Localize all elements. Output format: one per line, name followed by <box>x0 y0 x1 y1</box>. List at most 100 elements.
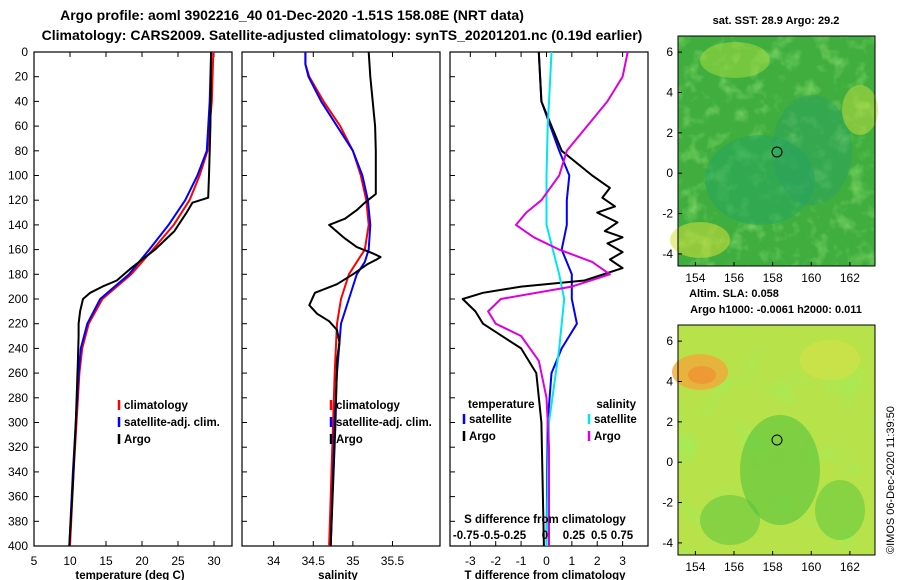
s-tick-label: -0.5 <box>480 530 500 542</box>
y-tick-label: 320 <box>8 440 28 454</box>
sla-argo-location-marker <box>771 434 783 446</box>
x-tick-label: 35 <box>346 554 360 568</box>
imos-watermark: ©IMOS 06-Dec-2020 11:39:50 <box>885 406 897 554</box>
x-tick-label: -1 <box>516 554 527 568</box>
series-line-salinity-satellite <box>545 51 566 547</box>
map-lat-label: -4 <box>662 536 673 550</box>
s-tick-label: -0.25 <box>500 530 527 542</box>
legend-temperature-title: temperature <box>468 399 534 411</box>
title-line-1: Argo profile: aoml 3902216_40 01-Dec-202… <box>60 7 524 23</box>
y-tick-label: 260 <box>8 366 28 380</box>
salinity-panel: 34 34.5 35 35.5 salinity climatology satell… <box>241 51 441 580</box>
sst-argo-location-marker <box>771 146 783 158</box>
y-tick-label: 220 <box>8 317 28 331</box>
sst-map-title: sat. SST: 28.9 Argo: 29.2 <box>713 15 840 27</box>
x-tick-label: 15 <box>99 554 113 568</box>
title-line-2: Climatology: CARS2009. Satellite-adjuste… <box>42 27 643 43</box>
s-tick-label: 0.25 <box>563 530 586 542</box>
x-tick-label: 2 <box>594 554 601 568</box>
y-tick-label: 360 <box>8 490 28 504</box>
x-tick-label: 1 <box>569 554 576 568</box>
map-lat-label: 4 <box>666 374 673 388</box>
map-lat-label: -2 <box>662 207 673 221</box>
legend-argo: Argo <box>124 434 151 446</box>
s-tick-label: 0.75 <box>611 530 634 542</box>
y-tick-label: 400 <box>8 539 28 553</box>
temperature-panel: 0 20 40 60 80 100 120 140 160 180 200 220 240 260 280 3… <box>8 45 233 580</box>
y-tick-label: 40 <box>15 94 29 108</box>
legend-satellite-adj-2: satellite-adj. clim. <box>336 417 432 429</box>
legend-argo-2: Argo <box>336 434 363 446</box>
series-line-salinity-argo <box>487 51 629 546</box>
x-tick-label: 3 <box>619 554 626 568</box>
y-tick-label: 240 <box>8 341 28 355</box>
temperature-legend: climatology satellite-adj. clim. Argo <box>117 400 220 446</box>
series-line-climatology <box>304 52 370 547</box>
map-lon-label: 162 <box>840 271 860 285</box>
map-lon-label: 156 <box>724 271 744 285</box>
s-tick-label: -0.75 <box>453 530 480 542</box>
legend-satellite-adj: satellite-adj. clim. <box>124 417 220 429</box>
map-lat-label: -4 <box>662 247 673 261</box>
y-tick-label: 100 <box>8 169 28 183</box>
map-lat-label: 0 <box>666 166 673 180</box>
temperature-xlabel: temperature (deg C) <box>75 570 184 580</box>
sla-map-title-2: Argo h1000: -0.0061 h2000: 0.011 <box>690 304 862 316</box>
salinity-legend: climatology satellite-adj. clim. Argo <box>329 400 432 446</box>
series-line-temperature-argo <box>461 51 624 547</box>
y-tick-label: 80 <box>15 144 29 158</box>
y-tick-label: 300 <box>8 416 28 430</box>
map-lat-label: 2 <box>666 415 673 429</box>
y-tick-label: 160 <box>8 243 28 257</box>
y-tick-label: 200 <box>8 292 28 306</box>
x-tick-label: 10 <box>63 554 77 568</box>
map-lon-label: 160 <box>801 271 821 285</box>
map-lon-label: 158 <box>763 560 783 574</box>
y-tick-label: 120 <box>8 193 28 207</box>
legend-salinity-title: salinity <box>596 399 636 411</box>
map-lat-label: -2 <box>662 496 673 510</box>
s-tick-label: 0.5 <box>591 530 608 542</box>
legend-climatology: climatology <box>124 400 189 412</box>
x-tick-label: 34.5 <box>302 554 326 568</box>
x-tick-label: 5 <box>31 554 38 568</box>
difference-panel: -3 -2 -1 0 1 2 3 T difference from climatology… <box>449 51 649 580</box>
y-tick-label: 140 <box>8 218 28 232</box>
sla-map: Altim. SLA: 0.058 Argo h1000: -0.0061 h2… <box>662 288 876 574</box>
legend-t-argo: Argo <box>469 431 496 443</box>
map-lat-label: 0 <box>666 455 673 469</box>
legend-t-satellite: satellite <box>469 414 512 426</box>
y-tick-label: 0 <box>21 45 28 59</box>
sst-map: sat. SST: 28.9 Argo: 29.2 154 156 158 160 16… <box>662 15 878 285</box>
map-lon-label: 156 <box>724 560 744 574</box>
series-line-temperature-satellite <box>537 51 578 547</box>
x-tick-label: 35.5 <box>381 554 405 568</box>
x-tick-label: 30 <box>207 554 221 568</box>
x-tick-label: -3 <box>465 554 476 568</box>
map-lat-label: 2 <box>666 126 673 140</box>
map-lat-label: 4 <box>666 85 673 99</box>
x-tick-label: 20 <box>135 554 149 568</box>
series-line-argo <box>308 51 382 547</box>
y-tick-label: 180 <box>8 267 28 281</box>
series-line-argo <box>68 51 213 547</box>
sla-map-title-1: Altim. SLA: 0.058 <box>689 288 779 300</box>
map-lon-label: 154 <box>685 271 705 285</box>
map-lon-label: 160 <box>801 560 821 574</box>
legend-s-satellite: satellite <box>594 414 637 426</box>
legend-climatology-2: climatology <box>336 400 401 412</box>
temperature-plot-frame <box>33 51 233 547</box>
x-tick-label: 0 <box>543 554 550 568</box>
difference-legend: temperature satellite Argo salinity sate… <box>462 399 637 443</box>
y-tick-label: 20 <box>15 70 29 84</box>
map-lon-label: 162 <box>840 560 860 574</box>
s-difference-title: S difference from climatology <box>464 514 626 526</box>
map-lat-label: 6 <box>666 45 673 59</box>
x-tick-label: 25 <box>171 554 185 568</box>
y-tick-label: 340 <box>8 465 28 479</box>
map-lat-label: 6 <box>666 334 673 348</box>
s-tick-label: 0 <box>542 530 548 542</box>
y-tick-label: 280 <box>8 391 28 405</box>
x-tick-label: 34 <box>267 554 281 568</box>
